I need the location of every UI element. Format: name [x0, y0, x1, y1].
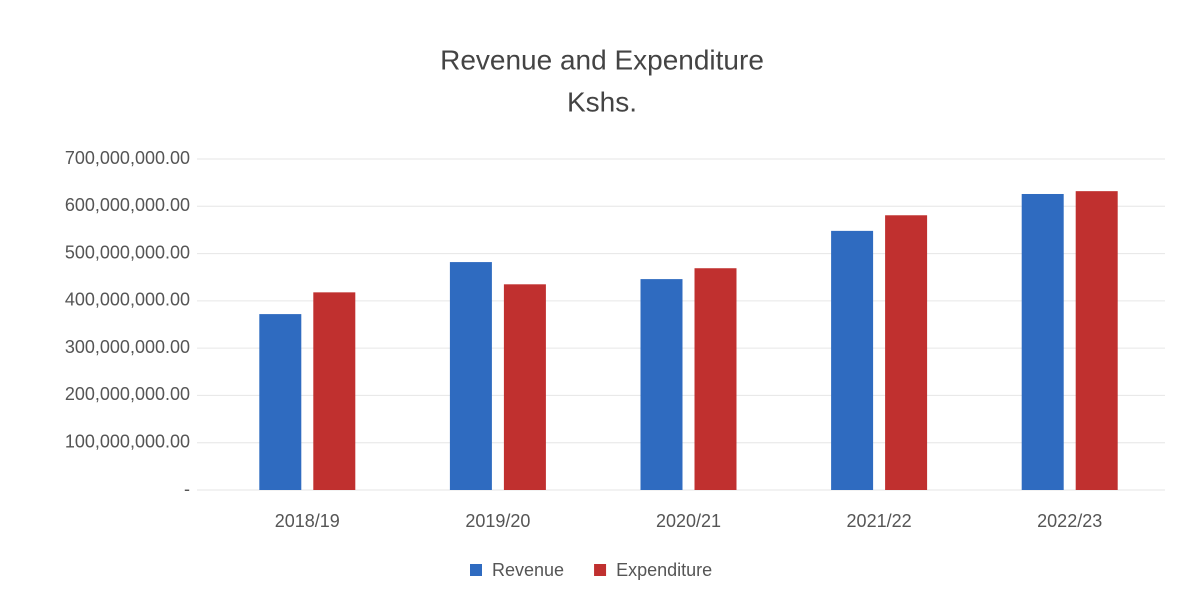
y-tick-label: 700,000,000.00: [65, 148, 190, 168]
chart-title: Revenue and Expenditure: [440, 44, 764, 75]
x-tick-label: 2019/20: [465, 511, 530, 531]
bar: [503, 284, 546, 490]
y-tick-label: 100,000,000.00: [65, 431, 190, 451]
x-tick-label: 2018/19: [275, 511, 340, 531]
bar: [449, 262, 492, 490]
bar: [259, 314, 302, 490]
bar: [694, 268, 737, 490]
bar: [1075, 191, 1118, 490]
bar: [640, 279, 683, 490]
y-tick-label: 500,000,000.00: [65, 242, 190, 262]
chart-subtitle: Kshs.: [567, 86, 637, 117]
y-tick-label: 300,000,000.00: [65, 337, 190, 357]
legend-label: Revenue: [492, 560, 564, 580]
legend-swatch: [470, 564, 482, 576]
bar: [1021, 193, 1064, 490]
legend-swatch: [594, 564, 607, 576]
x-tick-label: 2020/21: [656, 511, 721, 531]
x-tick-label: 2021/22: [847, 511, 912, 531]
bar: [831, 230, 874, 491]
y-tick-label: 400,000,000.00: [65, 290, 190, 310]
bar: [885, 215, 928, 490]
y-tick-label: -: [184, 479, 190, 499]
x-tick-label: 2022/23: [1037, 511, 1102, 531]
bar: [313, 292, 356, 490]
legend-label: Expenditure: [616, 560, 712, 580]
y-tick-label: 200,000,000.00: [65, 384, 190, 404]
y-tick-label: 600,000,000.00: [65, 195, 190, 215]
